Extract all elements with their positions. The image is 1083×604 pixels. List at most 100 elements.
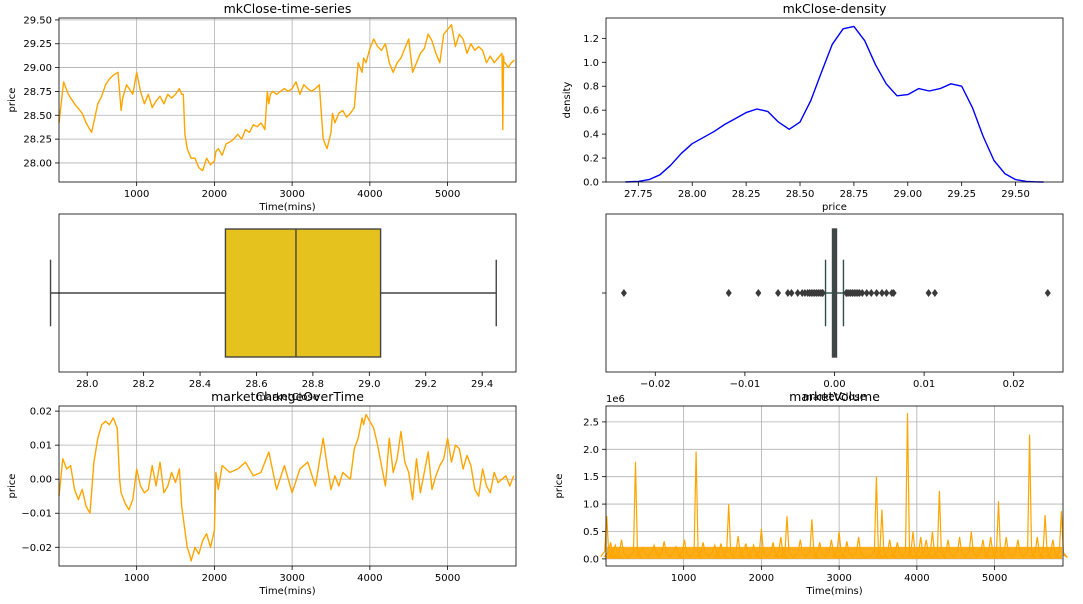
y-tick-label: 0.4 bbox=[583, 130, 599, 141]
x-tick-label: −0.01 bbox=[730, 379, 761, 390]
x-axis-label: marketClose bbox=[803, 392, 866, 403]
y-tick-label: 0.02 bbox=[30, 407, 52, 418]
x-tick-label: 1000 bbox=[124, 189, 149, 200]
chart-volume: 1000 2000 3000 4000 5000 0.0 0.5 1.0 1.5 2.0 2.5 ma… bbox=[554, 389, 1068, 597]
x-tick-label: 27.75 bbox=[624, 189, 653, 200]
chart-density: 27.75 28.00 28.25 28.50 28.75 29.00 29.25 29.50… bbox=[562, 1, 1064, 213]
y-tick-label: 0.00 bbox=[30, 475, 52, 486]
y-tick-label: 28.00 bbox=[23, 158, 52, 169]
x-tick-label: 28.75 bbox=[840, 189, 869, 200]
x-tick-label: 1000 bbox=[124, 573, 149, 584]
x-tick-label: 28.0 bbox=[76, 379, 98, 390]
x-tick-label: 28.25 bbox=[732, 189, 761, 200]
y-tick-label: 0.5 bbox=[583, 527, 599, 538]
chart-change: 1000 2000 3000 4000 5000 −0.02 −0.01 0.00 0.01 0.… bbox=[7, 389, 517, 597]
x-tick-label: 28.00 bbox=[678, 189, 707, 200]
y-tick-label: 0.6 bbox=[583, 106, 599, 117]
x-tick-label: 28.8 bbox=[302, 379, 324, 390]
axes-frame bbox=[58, 213, 517, 373]
axes-frame bbox=[605, 405, 1064, 567]
outlier-point bbox=[775, 289, 782, 297]
y-tick-label: 29.50 bbox=[23, 15, 52, 26]
x-tick-label: 3000 bbox=[279, 189, 304, 200]
x-tick-label: 3000 bbox=[826, 573, 851, 584]
y-tick-label: 29.00 bbox=[23, 63, 52, 74]
x-tick-label: 28.50 bbox=[786, 189, 815, 200]
chart-title: mkClose-density bbox=[783, 1, 887, 16]
y-tick-label: 28.75 bbox=[23, 87, 52, 98]
chart-ts: 1000 2000 3000 4000 5000 28.00 28.25 28.50 28.75… bbox=[7, 1, 517, 213]
volume-spikes bbox=[600, 413, 1068, 559]
x-tick-label: 4000 bbox=[357, 573, 382, 584]
chart-box2: −0.02 −0.01 0.00 0.01 0.02 marketClose bbox=[602, 213, 1064, 403]
axes-frame bbox=[605, 17, 1064, 183]
x-tick-label: 0.01 bbox=[913, 379, 935, 390]
x-tick-label: 29.25 bbox=[947, 189, 976, 200]
x-tick-label: 29.4 bbox=[471, 379, 493, 390]
y-axis-label: price bbox=[554, 474, 565, 499]
y-tick-label: 0.0 bbox=[583, 178, 599, 189]
outlier-point bbox=[859, 289, 866, 297]
axes-frame bbox=[58, 405, 517, 567]
x-axis-label: Time(mins) bbox=[805, 586, 862, 597]
y-tick-label: −0.01 bbox=[21, 509, 52, 520]
outlier-point bbox=[873, 289, 880, 297]
y-tick-label: 0.8 bbox=[583, 82, 599, 93]
x-tick-label: 5000 bbox=[435, 189, 460, 200]
y-tick-label: 1.0 bbox=[583, 500, 599, 511]
box-body bbox=[224, 228, 382, 358]
y-tick-label: 0.0 bbox=[583, 554, 599, 565]
outlier-point bbox=[819, 289, 826, 297]
y-tick-label: 0.2 bbox=[583, 154, 599, 165]
outlier-point bbox=[868, 289, 875, 297]
x-tick-label: −0.02 bbox=[640, 379, 671, 390]
y-axis-label: density bbox=[562, 82, 573, 119]
y-tick-label: 28.50 bbox=[23, 111, 52, 122]
outlier-point bbox=[931, 289, 938, 297]
outlier-point bbox=[878, 289, 885, 297]
x-axis-label: Time(mins) bbox=[258, 586, 315, 597]
x-tick-label: 0.00 bbox=[823, 379, 845, 390]
x-tick-label: 4000 bbox=[904, 573, 929, 584]
outlier-point bbox=[725, 289, 732, 297]
axes-frame bbox=[58, 17, 517, 183]
x-tick-label: 2000 bbox=[202, 189, 227, 200]
x-tick-label: 2000 bbox=[749, 573, 774, 584]
y-tick-label: 29.25 bbox=[23, 39, 52, 50]
x-tick-label: 28.4 bbox=[189, 379, 211, 390]
x-tick-label: 29.2 bbox=[415, 379, 437, 390]
x-tick-label: 5000 bbox=[982, 573, 1007, 584]
y-tick-label: 1.0 bbox=[583, 58, 599, 69]
x-axis-label: Time(mins) bbox=[258, 202, 315, 213]
series-line bbox=[58, 413, 515, 562]
y-axis-label: price bbox=[7, 474, 18, 499]
outlier-point bbox=[620, 289, 627, 297]
y-tick-label: 28.25 bbox=[23, 135, 52, 146]
x-tick-label: 28.6 bbox=[245, 379, 267, 390]
chart-title: marketVolume bbox=[789, 389, 880, 404]
x-axis-label: price bbox=[822, 202, 847, 213]
x-tick-label: 0.02 bbox=[1003, 379, 1025, 390]
outlier-point bbox=[788, 289, 795, 297]
chart-title: mkClose-time-series bbox=[224, 1, 352, 16]
x-tick-label: 28.2 bbox=[132, 379, 154, 390]
outlier-point bbox=[863, 289, 870, 297]
chart-box1: 28.0 28.2 28.4 28.6 28.8 29.0 29.2 29.4 marketCl… bbox=[49, 213, 517, 403]
y-tick-label: 2.0 bbox=[583, 445, 599, 456]
y-tick-label: −0.02 bbox=[21, 543, 52, 554]
series-line bbox=[625, 25, 1044, 183]
volume-band bbox=[607, 546, 1062, 559]
x-tick-label: 5000 bbox=[435, 573, 460, 584]
outlier-point bbox=[755, 289, 762, 297]
y-offset-label: 1e6 bbox=[606, 394, 625, 405]
x-tick-label: 2000 bbox=[202, 573, 227, 584]
outlier-point bbox=[925, 289, 932, 297]
y-axis-label: price bbox=[7, 88, 18, 113]
x-tick-label: 3000 bbox=[279, 573, 304, 584]
outlier-point bbox=[1044, 289, 1051, 297]
x-tick-label: 29.00 bbox=[893, 189, 922, 200]
chart-title: marketChangeOverTime bbox=[211, 389, 364, 404]
y-tick-label: 1.2 bbox=[583, 34, 599, 45]
outlier-point bbox=[794, 289, 801, 297]
